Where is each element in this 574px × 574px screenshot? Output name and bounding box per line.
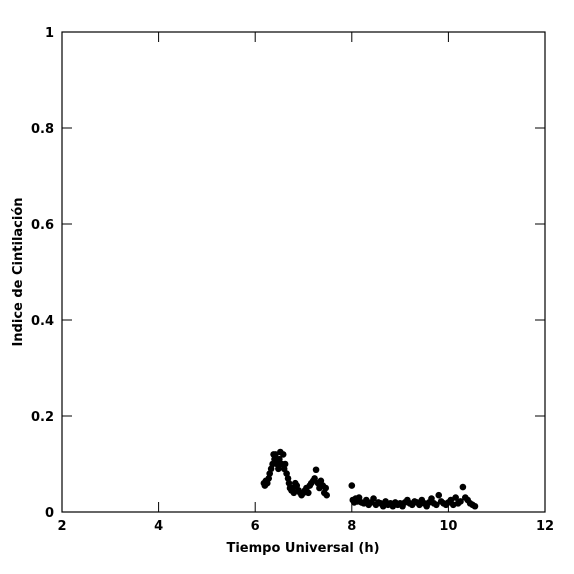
point xyxy=(452,494,459,501)
point xyxy=(281,460,289,468)
plot-frame xyxy=(61,31,546,513)
point xyxy=(435,491,443,499)
point xyxy=(433,501,440,509)
point xyxy=(311,475,318,482)
point xyxy=(370,495,377,502)
point xyxy=(305,489,312,497)
y-tick-label: 0.4 xyxy=(31,314,54,329)
point xyxy=(323,491,330,499)
y-axis-label: Indice de Cintilación xyxy=(11,197,26,346)
x-tick-label: 12 xyxy=(536,519,554,534)
y-tick-label: 0.6 xyxy=(31,218,54,233)
x-tick-label: 2 xyxy=(57,519,66,534)
y-tick-label: 0 xyxy=(45,506,54,521)
x-axis-label: Tiempo Universal (h) xyxy=(226,541,379,556)
point xyxy=(275,465,282,473)
point xyxy=(348,482,356,489)
x-tick-label: 10 xyxy=(439,519,457,534)
point xyxy=(322,484,330,492)
x-tick-label: 8 xyxy=(347,519,356,534)
point xyxy=(279,451,287,458)
point xyxy=(471,502,479,510)
point xyxy=(457,498,464,505)
point xyxy=(459,483,467,491)
point xyxy=(312,466,320,474)
y-tick-label: 1 xyxy=(45,26,54,41)
y-tick-label: 0.8 xyxy=(31,122,54,137)
x-tick-label: 4 xyxy=(154,519,163,534)
y-tick-label: 0.2 xyxy=(31,410,54,425)
x-tick-label: 6 xyxy=(251,519,260,534)
